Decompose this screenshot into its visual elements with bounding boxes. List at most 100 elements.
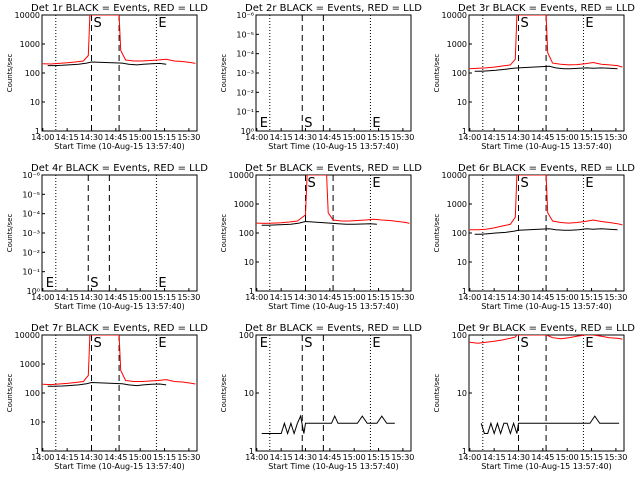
x-tick-label: 14:15 — [56, 293, 79, 302]
y-tick-label: 10⁻⁵ — [22, 190, 40, 199]
y-tick-label: 10000 — [15, 331, 40, 340]
panel-title: Det 1r BLACK = Events, RED = LLD — [31, 3, 208, 14]
x-tick-label: 15:30 — [177, 453, 200, 462]
y-tick-label: 10⁰ — [27, 287, 40, 296]
events-series-line — [261, 220, 377, 226]
y-tick-label: 10000 — [229, 171, 254, 180]
lld-series-line — [42, 335, 196, 386]
y-tick-label: 10000 — [15, 11, 40, 20]
y-tick-label: 10⁻² — [236, 88, 254, 97]
y-tick-label: 10 — [244, 389, 254, 398]
x-tick-label: 15:30 — [604, 293, 627, 302]
x-tick-label: 15:00 — [343, 133, 366, 142]
y-tick-label: 10 — [457, 98, 467, 107]
y-tick-label: 10⁻⁶ — [22, 171, 40, 180]
x-axis-label: Start Time (10-Aug-15 13:57:40) — [268, 462, 399, 471]
x-tick-label: 14:00 — [245, 453, 268, 462]
x-tick-label: 14:00 — [458, 133, 481, 142]
y-tick-label: 10 — [457, 258, 467, 267]
y-axis-label: Counts/sec — [6, 54, 14, 93]
x-axis-label: Start Time (10-Aug-15 13:57:40) — [481, 302, 612, 311]
x-tick-label: 14:00 — [31, 293, 54, 302]
marker-label: S — [304, 336, 312, 351]
x-tick-label: 15:30 — [177, 133, 200, 142]
y-axis-label: Counts/sec — [433, 54, 441, 93]
x-tick-label: 15:15 — [367, 133, 390, 142]
y-tick-label: 100 — [452, 229, 467, 238]
x-tick-label: 15:00 — [129, 293, 152, 302]
x-tick-label: 15:15 — [580, 133, 603, 142]
x-tick-label: 15:00 — [556, 133, 579, 142]
x-axis-label: Start Time (10-Aug-15 13:57:40) — [481, 142, 612, 151]
y-tick-label: 10⁰ — [241, 127, 254, 136]
x-tick-label: 14:15 — [270, 293, 293, 302]
panel-3: Det 3r BLACK = Events, RED = LLD 14:00 14:… — [433, 3, 635, 151]
x-tick-label: 14:30 — [80, 453, 103, 462]
x-axis-label: Start Time (10-Aug-15 13:57:40) — [268, 142, 399, 151]
x-tick-label: 15:00 — [129, 453, 152, 462]
x-tick-label: 14:30 — [294, 293, 317, 302]
x-tick-label: 14:15 — [270, 453, 293, 462]
x-tick-label: 15:15 — [153, 453, 176, 462]
x-tick-label: 14:45 — [318, 133, 341, 142]
x-tick-label: 14:45 — [318, 293, 341, 302]
x-axis-label: Start Time (10-Aug-15 13:57:40) — [268, 302, 399, 311]
y-tick-label: 100 — [452, 69, 467, 78]
marker-label: E — [158, 276, 166, 291]
x-tick-label: 15:30 — [604, 133, 627, 142]
y-tick-label: 100 — [239, 331, 254, 340]
x-tick-label: 14:00 — [31, 133, 54, 142]
y-tick-label: 100 — [239, 229, 254, 238]
x-tick-label: 14:45 — [318, 453, 341, 462]
panel-title: Det 4r BLACK = Events, RED = LLD — [31, 163, 208, 174]
y-tick-label: 10⁻⁵ — [236, 30, 254, 39]
events-series-line — [261, 414, 395, 436]
panel-title: Det 3r BLACK = Events, RED = LLD — [458, 3, 635, 14]
x-tick-label: 15:15 — [580, 453, 603, 462]
y-tick-label: 100 — [25, 69, 40, 78]
lld-series-line — [469, 175, 623, 231]
marker-label: E — [158, 336, 166, 351]
x-tick-label: 15:30 — [391, 453, 414, 462]
x-tick-label: 14:00 — [245, 133, 268, 142]
x-axis-label: Start Time (10-Aug-15 13:57:40) — [481, 462, 612, 471]
x-tick-label: 14:30 — [294, 453, 317, 462]
x-tick-label: 15:15 — [580, 293, 603, 302]
y-tick-label: 1000 — [20, 360, 40, 369]
y-tick-label: 10⁻¹ — [236, 108, 254, 117]
x-tick-label: 14:15 — [483, 133, 506, 142]
panel-title: Det 9r BLACK = Events, RED = LLD — [458, 323, 635, 334]
y-tick-label: 1000 — [20, 40, 40, 49]
x-tick-label: 14:30 — [507, 453, 530, 462]
marker-label: E — [158, 16, 166, 31]
x-tick-label: 15:00 — [556, 453, 579, 462]
y-axis-label: Counts/sec — [433, 214, 441, 253]
plot-frame — [255, 174, 412, 292]
marker-label: E — [372, 336, 380, 351]
panel-title: Det 8r BLACK = Events, RED = LLD — [245, 323, 422, 334]
events-series-line — [480, 415, 620, 436]
x-tick-label: 14:00 — [458, 293, 481, 302]
marker-label: S — [521, 176, 529, 191]
y-axis-label: Counts/sec — [220, 54, 228, 93]
marker-label: S — [521, 336, 529, 351]
y-tick-label: 10⁻⁶ — [236, 11, 254, 20]
events-series-line — [474, 228, 618, 235]
y-tick-label: 1000 — [447, 200, 467, 209]
marker-label: S — [308, 176, 316, 191]
lld-series-line — [469, 335, 623, 344]
x-tick-label: 14:45 — [104, 133, 127, 142]
x-tick-label: 14:00 — [458, 453, 481, 462]
events-series-line — [474, 65, 618, 72]
y-tick-label: 100 — [25, 389, 40, 398]
panel-2: Det 2r BLACK = Events, RED = LLD 14:00 14:… — [220, 3, 422, 151]
x-tick-label: 14:45 — [531, 293, 554, 302]
events-series-line — [47, 61, 167, 67]
y-axis-label: Counts/sec — [220, 374, 228, 413]
panel-title: Det 2r BLACK = Events, RED = LLD — [245, 3, 422, 14]
marker-label: E — [585, 16, 593, 31]
panel-1: Det 1r BLACK = Events, RED = LLD 14:00 14:… — [6, 3, 208, 151]
panel-title: Det 7r BLACK = Events, RED = LLD — [31, 323, 208, 334]
